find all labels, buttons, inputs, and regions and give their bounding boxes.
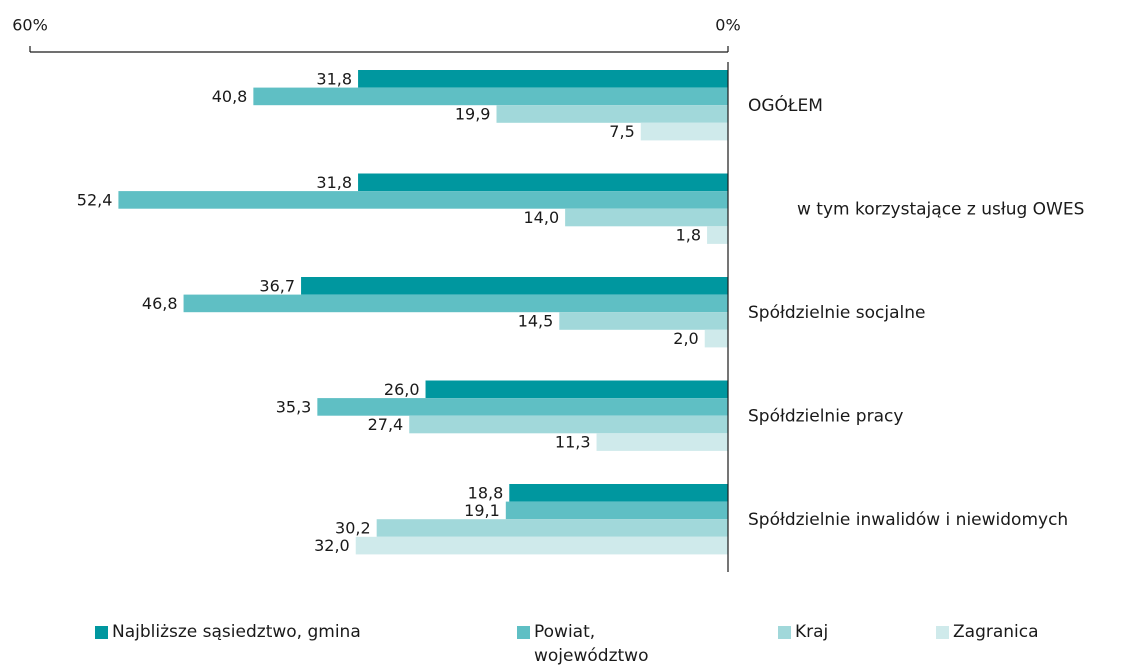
legend-swatch (778, 626, 791, 639)
legend-label: Najbliższe sąsiedztwo, gmina (112, 622, 361, 642)
value-label: 35,3 (276, 397, 312, 416)
x-tick-label: 60% (12, 16, 48, 35)
value-label: 30,2 (335, 519, 371, 538)
value-label: 32,0 (314, 536, 350, 555)
x-tick-label: 0% (715, 16, 740, 35)
bar (358, 173, 728, 192)
bar (707, 226, 728, 244)
value-label: 40,8 (212, 87, 248, 106)
bar (505, 501, 728, 520)
legend-item: Kraj (778, 620, 918, 644)
legend-item: Zagranica (936, 620, 1136, 644)
legend-swatch (517, 626, 530, 639)
value-label: 36,7 (259, 276, 295, 295)
legend-label: Kraj (795, 622, 829, 642)
value-label: 31,8 (316, 69, 352, 88)
value-label: 14,5 (518, 312, 554, 331)
value-label: 52,4 (77, 190, 113, 209)
bar (425, 380, 728, 399)
bar (253, 87, 729, 106)
bar (704, 329, 728, 348)
value-label: 46,8 (142, 294, 178, 313)
value-label: 14,0 (524, 208, 560, 227)
bar (640, 122, 728, 141)
bar (183, 294, 728, 313)
legend-swatch (936, 626, 949, 639)
value-label: 31,8 (316, 173, 352, 192)
category-label: w tym korzystające z usług OWES (797, 200, 1084, 220)
bar (355, 536, 728, 555)
value-label: 19,1 (464, 501, 500, 520)
bar (596, 433, 728, 451)
value-label: 7,5 (609, 122, 634, 141)
value-label: 2,0 (673, 329, 698, 348)
bar (565, 208, 728, 227)
legend-swatch (95, 626, 108, 639)
bar (317, 398, 728, 416)
legend-item: Najbliższe sąsiedztwo, gmina (95, 620, 495, 644)
value-label: 18,8 (468, 483, 504, 502)
value-label: 26,0 (384, 380, 420, 399)
value-label: 27,4 (368, 415, 404, 434)
bar (509, 484, 728, 502)
bar (409, 415, 728, 434)
value-label: 19,9 (455, 105, 491, 124)
bar (496, 105, 728, 123)
bar (358, 70, 728, 88)
category-label: Spółdzielnie inwalidów i niewidomych (748, 510, 1068, 530)
legend-label: Zagranica (953, 622, 1039, 642)
category-label: Spółdzielnie socjalne (748, 303, 926, 323)
bar (376, 519, 728, 537)
category-label: OGÓŁEM (748, 94, 823, 116)
value-label: 1,8 (676, 226, 701, 245)
category-label: Spółdzielnie pracy (748, 407, 903, 427)
chart: 60% 0% 31,8 31,8 36,7 26,0 18,8 40,8 52,4 46,8 35,… (12, 16, 1084, 572)
bar (118, 191, 728, 209)
bar (301, 277, 728, 295)
legend-label: Powiat, województwo (534, 622, 649, 666)
bar (559, 312, 728, 330)
legend-item: Powiat, województwo (517, 620, 687, 668)
value-label: 11,3 (555, 433, 591, 452)
legend: Najbliższe sąsiedztwo, gmina Powiat, woje… (0, 620, 1141, 668)
